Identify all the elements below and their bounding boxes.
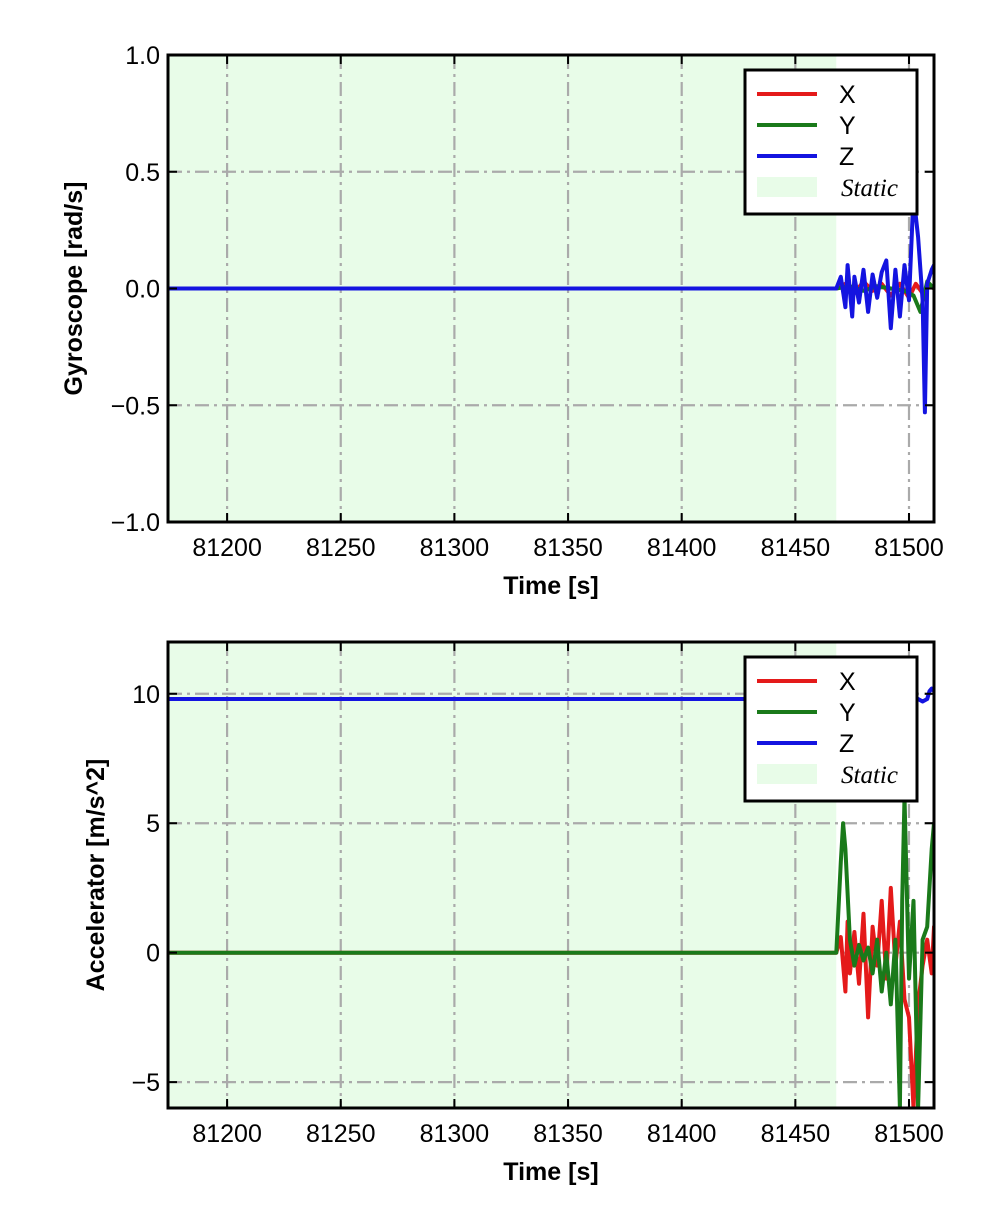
legend-label-static: Static (841, 762, 898, 789)
x-tick-label: 81200 (192, 534, 262, 562)
legend: XYZ Static (743, 655, 919, 803)
y-tick-label: 1.0 (125, 42, 160, 70)
x-tick-label: 81300 (420, 1120, 490, 1148)
legend-label-x: X (839, 668, 856, 696)
legend: XYZ Static (743, 68, 919, 216)
x-tick-label: 81500 (874, 534, 944, 562)
plot-frame (166, 640, 936, 1110)
y-tick-label: 0.0 (125, 276, 160, 304)
series-line-z (168, 193, 934, 415)
gyroscope-chart: 81200 81250 81300 81350 81400 81450 81500 −1.0 −… (60, 42, 944, 600)
x-tick-label: 81400 (647, 1120, 717, 1148)
legend-label-y: Y (839, 699, 856, 727)
legend-swatch-static (757, 764, 817, 784)
y-tick-label: 10 (132, 681, 160, 709)
x-tick-label: 81250 (306, 534, 376, 562)
x-axis-label: Time [s] (503, 1158, 598, 1186)
x-tick-label: 81400 (647, 534, 717, 562)
legend-label-x: X (839, 81, 856, 109)
y-tick-label: 0.5 (125, 159, 160, 187)
y-axis-label: Accelerator [m/s^2] (82, 759, 110, 992)
y-tick-label: −5 (131, 1069, 160, 1097)
x-tick-label: 81350 (533, 534, 603, 562)
x-tick-label: 81300 (420, 534, 490, 562)
series-line-y (168, 795, 934, 1108)
y-tick-label: 0 (146, 940, 160, 968)
x-tick-label: 81450 (761, 1120, 831, 1148)
series-group (168, 193, 934, 415)
y-tick-label: −0.5 (111, 392, 160, 420)
x-tick-label: 81200 (192, 1120, 262, 1148)
legend-swatch-static (757, 177, 817, 197)
x-tick-label: 81500 (874, 1120, 944, 1148)
legend-label-y: Y (839, 112, 856, 140)
static-span (168, 642, 837, 1108)
legend-label-z: Z (839, 730, 854, 758)
legend-label-static: Static (841, 175, 898, 202)
y-axis-label: Gyroscope [rad/s] (60, 182, 88, 396)
legend-label-z: Z (839, 143, 854, 171)
x-tick-label: 81250 (306, 1120, 376, 1148)
accelerometer-chart: 81200 81250 81300 81350 81400 81450 81500 −5 0 5 1… (82, 640, 944, 1186)
x-tick-label: 81450 (761, 534, 831, 562)
x-tick-label: 81350 (533, 1120, 603, 1148)
y-tick-label: −1.0 (111, 509, 160, 537)
y-tick-label: 5 (146, 810, 160, 838)
x-axis-label: Time [s] (503, 572, 598, 600)
